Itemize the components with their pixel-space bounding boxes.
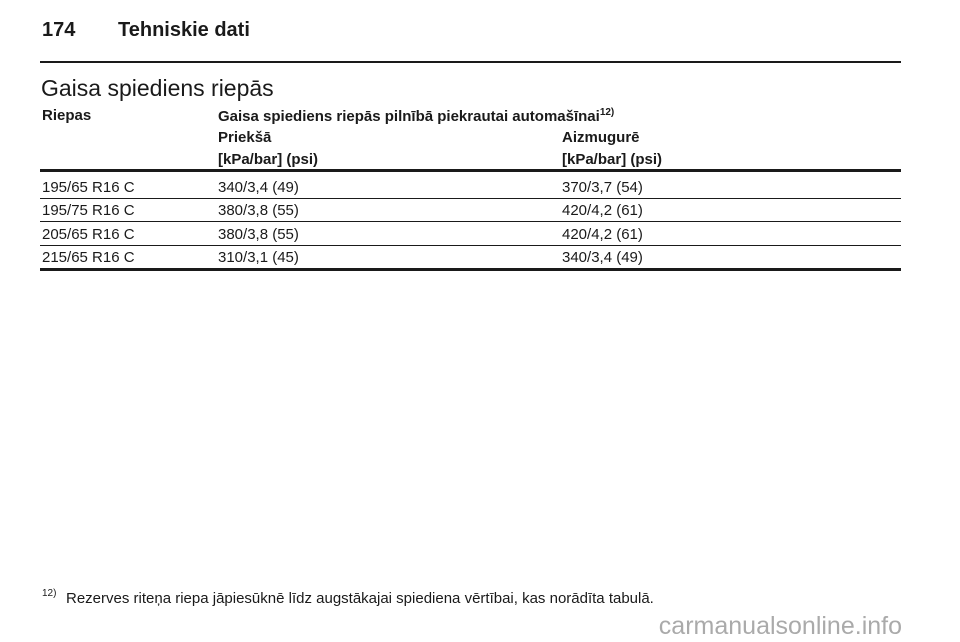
footnote-text: Rezerves riteņa riepa jāpiesūknē līdz au…: [66, 590, 654, 607]
table-cell: 340/3,4 (49): [218, 179, 299, 196]
table-cell: 420/4,2 (61): [562, 202, 643, 220]
row-rule: [40, 221, 901, 223]
col-pressure: Gaisa spiediens riepās pilnībā piekrauta…: [218, 107, 614, 125]
table-cell: 340/3,4 (49): [562, 248, 643, 266]
table-cell: 380/3,8 (55): [218, 202, 299, 220]
col-rear-unit: [kPa/bar] (psi): [562, 151, 663, 168]
footnote-ref: 12): [599, 107, 615, 118]
row-rule: [40, 198, 901, 199]
table-cell: 195/65 R16 C: [42, 179, 135, 196]
footnote-marker: 12): [42, 588, 57, 599]
table-cell: 420/4,2 (61): [562, 225, 643, 243]
table-cell: 380/3,8 (55): [218, 225, 299, 243]
section-title: Gaisa spiediens riepās: [41, 75, 274, 101]
watermark: carmanualsonline.info: [658, 612, 902, 640]
table-cell: 205/65 R16 C: [42, 225, 135, 243]
table-cell: 195/75 R16 C: [42, 202, 135, 220]
row-rule: [40, 267, 901, 271]
table-cell: 370/3,7 (54): [562, 179, 643, 196]
col-front: Priekšā: [218, 129, 272, 146]
col-front-unit: [kPa/bar] (psi): [218, 151, 319, 168]
running-title: Tehniskie dati: [118, 19, 250, 41]
col-rear: Aizmugurē: [562, 129, 640, 146]
table-cell: 215/65 R16 C: [42, 248, 135, 266]
col-pressure-text: Gaisa spiediens riepās pilnībā piekrauta…: [218, 108, 600, 125]
row-rule: [40, 244, 901, 246]
page-number: 174: [42, 19, 76, 41]
header-rule: [40, 61, 901, 63]
table-cell: 310/3,1 (45): [218, 248, 299, 266]
table-head-rule: [40, 169, 901, 172]
col-tyres: Riepas: [42, 107, 92, 124]
